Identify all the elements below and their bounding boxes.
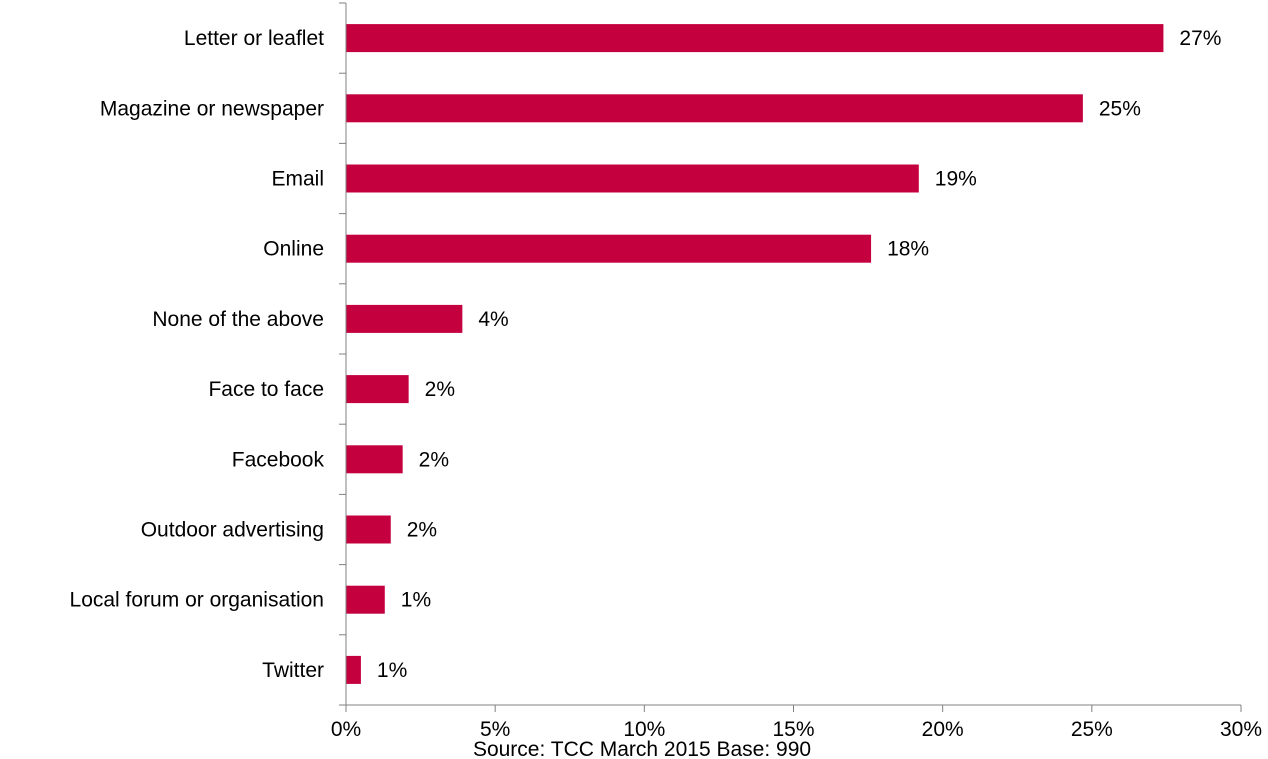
- bar-7: [346, 515, 391, 544]
- source-note: Source: TCC March 2015 Base: 990: [473, 738, 811, 759]
- value-label-4: 4%: [478, 308, 508, 331]
- bar-3: [346, 234, 872, 263]
- value-label-7: 2%: [407, 519, 437, 542]
- bar-0: [346, 24, 1164, 53]
- category-label-6: Facebook: [232, 448, 325, 471]
- category-label-3: Online: [263, 238, 324, 261]
- value-label-6: 2%: [419, 448, 449, 471]
- value-label-1: 25%: [1099, 97, 1141, 120]
- value-label-3: 18%: [887, 238, 929, 261]
- x-tick-label-4: 20%: [922, 718, 964, 741]
- category-label-9: Twitter: [262, 659, 324, 682]
- bar-4: [346, 304, 463, 333]
- x-tick-label-6: 30%: [1220, 718, 1262, 741]
- value-label-0: 27%: [1179, 27, 1221, 50]
- bar-8: [346, 585, 385, 614]
- category-label-1: Magazine or newspaper: [100, 97, 324, 120]
- x-tick-label-1: 5%: [480, 718, 510, 741]
- x-tick-label-2: 10%: [623, 718, 665, 741]
- x-tick-label-5: 25%: [1071, 718, 1113, 741]
- category-label-7: Outdoor advertising: [141, 519, 324, 542]
- bar-6: [346, 445, 403, 474]
- category-label-4: None of the above: [152, 308, 324, 331]
- axes-group: 0% 5% 10% 15% 20% 25% 30%: [331, 2, 1262, 741]
- value-label-9: 1%: [377, 659, 407, 682]
- value-label-8: 1%: [401, 589, 431, 612]
- category-label-0: Letter or leaflet: [184, 27, 324, 50]
- bar-9: [346, 655, 361, 684]
- bar-5: [346, 375, 409, 404]
- category-label-8: Local forum or organisation: [70, 589, 324, 612]
- value-label-5: 2%: [425, 378, 455, 401]
- bar-1: [346, 94, 1083, 123]
- value-label-2: 19%: [935, 168, 977, 191]
- category-label-2: Email: [271, 168, 324, 191]
- bar-2: [346, 164, 919, 193]
- x-tick-label-0: 0%: [331, 718, 361, 741]
- bars-group: Letter or leaflet 27% Magazine or newspape…: [70, 24, 1221, 684]
- category-label-5: Face to face: [208, 378, 324, 401]
- x-tick-label-3: 15%: [772, 718, 814, 741]
